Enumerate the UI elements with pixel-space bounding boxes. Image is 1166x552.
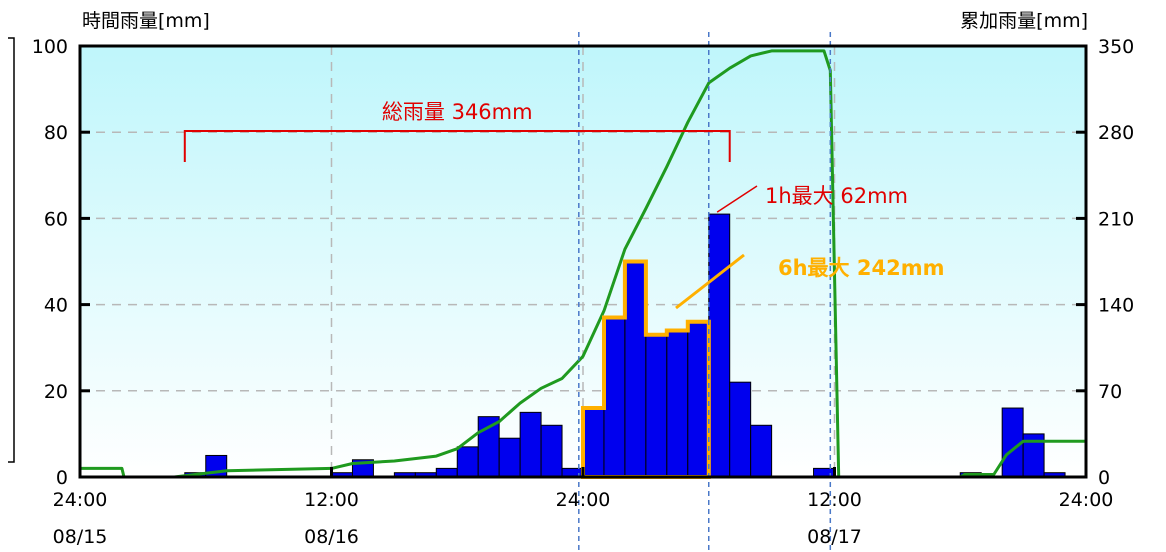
hourly-bar — [582, 407, 605, 478]
x-tick-label: 12:00 — [807, 489, 862, 511]
left-axis-title: 時間雨量[mm] — [82, 10, 210, 32]
total-bracket — [183, 130, 731, 162]
x-tick-label: 24:00 — [556, 489, 611, 511]
hourly-bar — [687, 321, 710, 478]
max-6h-leader — [675, 253, 745, 310]
total-rainfall-label: 総雨量 346mm — [382, 100, 533, 124]
left-tick-label: 40 — [44, 295, 68, 317]
x-tick-label: 24:00 — [53, 489, 108, 511]
hourly-bars — [184, 213, 1066, 478]
hourly-bar — [519, 411, 542, 478]
max-1h-leader — [716, 185, 758, 213]
hourly-bar — [456, 446, 479, 478]
max-6h-outline — [581, 259, 711, 479]
hourly-bar — [729, 381, 752, 478]
hourly-bar — [708, 213, 731, 478]
hourly-bar — [645, 334, 668, 478]
x-tick-label: 12:00 — [304, 489, 359, 511]
right-axis-title: 累加雨量[mm] — [960, 10, 1088, 32]
hourly-bar — [624, 261, 647, 478]
x-date-label: 08/17 — [807, 526, 862, 548]
right-tick-label: 210 — [1098, 208, 1134, 230]
right-tick-label: 0 — [1098, 467, 1110, 489]
right-tick-label: 70 — [1098, 381, 1122, 403]
x-tick-label: 24:00 — [1059, 489, 1114, 511]
hourly-bar — [540, 424, 563, 478]
right-tick-label: 140 — [1098, 295, 1134, 317]
right-tick-label: 350 — [1098, 36, 1134, 58]
left-tick-label: 80 — [44, 122, 68, 144]
event-markers — [578, 32, 832, 552]
left-edge-frame — [8, 37, 15, 463]
max-1h-label: 1h最大 62mm — [765, 184, 908, 208]
left-tick-label: 100 — [32, 36, 68, 58]
max-6h-label: 6h最大 242mm — [778, 256, 944, 280]
left-tick-label: 0 — [56, 467, 68, 489]
x-date-label: 08/15 — [53, 526, 108, 548]
hourly-bar — [750, 424, 773, 478]
hourly-bar — [603, 317, 626, 478]
hourly-bar — [498, 437, 521, 478]
hourly-bar — [666, 329, 689, 478]
right-tick-label: 280 — [1098, 122, 1134, 144]
grid — [80, 46, 1086, 477]
x-date-label: 08/16 — [304, 526, 359, 548]
annotations: 総雨量 346mm 1h最大 62mm 6h最大 242mm — [183, 100, 944, 310]
axis-ticks: 0 20 40 60 80 100 0 70 140 210 280 350 24:00 08/15 12:… — [32, 36, 1135, 548]
left-tick-label: 20 — [44, 381, 68, 403]
left-tick-label: 60 — [44, 208, 68, 230]
